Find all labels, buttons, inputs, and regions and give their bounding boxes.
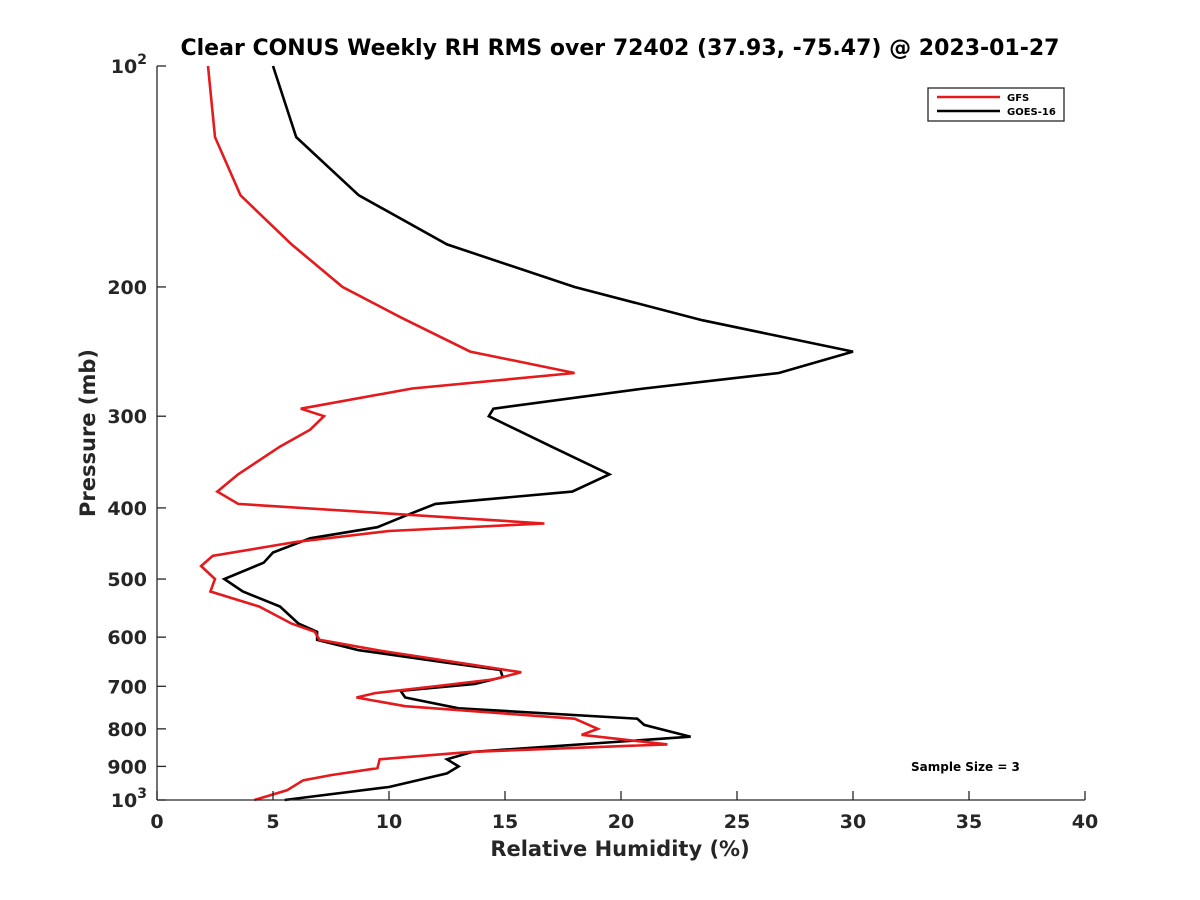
y-tick-label: 102 <box>111 52 147 78</box>
sample-size-annotation: Sample Size = 3 <box>911 760 1020 774</box>
chart-title: Clear CONUS Weekly RH RMS over 72402 (37… <box>181 36 1060 61</box>
x-tick-label: 40 <box>1072 811 1098 833</box>
x-tick-label: 20 <box>608 811 634 833</box>
x-tick-label: 5 <box>266 811 279 833</box>
y-axis-label: Pressure (mb) <box>76 349 100 517</box>
x-tick-label: 35 <box>956 811 982 833</box>
y-tick-label: 900 <box>107 756 147 778</box>
x-tick-label: 15 <box>492 811 518 833</box>
series-layer <box>199 65 854 802</box>
x-axis-label: Relative Humidity (%) <box>490 837 749 861</box>
x-tick-label: 10 <box>376 811 402 833</box>
y-tick-label: 600 <box>107 627 147 649</box>
legend-label: GOES-16 <box>1007 107 1056 118</box>
y-axis-ticks: 102 200 300 400 500 600 700 800 900 103 <box>107 52 166 812</box>
y-tick-label: 800 <box>107 719 147 741</box>
legend: GFS GOES-16 <box>927 87 1065 122</box>
y-tick-label: 300 <box>107 406 147 428</box>
y-tick-label: 700 <box>107 676 147 698</box>
x-axis-ticks: 0 5 10 15 20 25 30 35 40 <box>150 791 1098 833</box>
plot-area: 0 5 10 15 20 25 30 35 40 102 200 300 400 500 600 700 80… <box>107 52 1098 833</box>
y-tick-label: 200 <box>107 277 147 299</box>
x-tick-label: 0 <box>150 811 163 833</box>
y-tick-label: 500 <box>107 569 147 591</box>
plot-background <box>157 66 1085 800</box>
y-tick-label: 400 <box>107 498 147 520</box>
series-line-gfs <box>199 65 668 802</box>
x-tick-label: 30 <box>840 811 866 833</box>
series-line-goes-16 <box>221 65 854 802</box>
legend-label: GFS <box>1007 93 1029 104</box>
x-tick-label: 25 <box>724 811 750 833</box>
legend-box <box>927 87 1065 122</box>
y-tick-label: 103 <box>111 786 147 812</box>
